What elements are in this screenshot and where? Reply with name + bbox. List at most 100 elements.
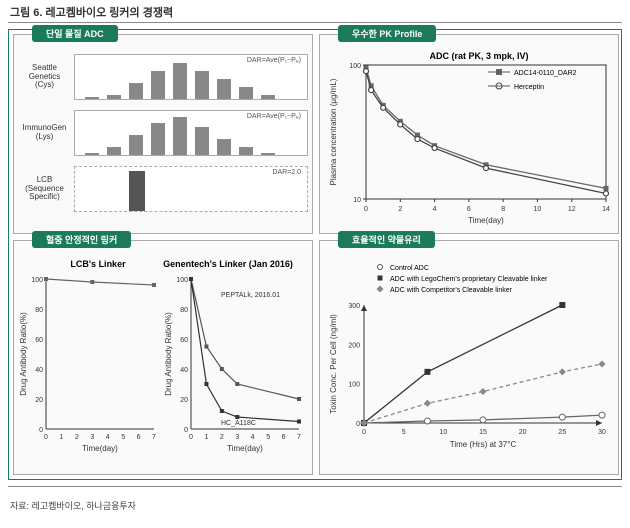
svg-text:0: 0 [39,427,43,434]
svg-text:60: 60 [35,337,43,344]
svg-text:12: 12 [568,206,576,213]
svg-text:Drug Antibody Ratio(%): Drug Antibody Ratio(%) [164,312,173,396]
bar [261,153,275,155]
svg-text:3: 3 [90,434,94,441]
svg-text:Control ADC: Control ADC [390,265,429,272]
bar-row: ImmunoGen(Lys) DAR=Ave(P₁~P₈) [18,107,308,159]
svg-text:LCB's Linker: LCB's Linker [70,259,126,269]
svg-text:Drug Antibody Ratio(%): Drug Antibody Ratio(%) [19,312,28,396]
bar [217,79,231,99]
bar [129,135,143,155]
svg-text:10: 10 [439,429,447,436]
svg-text:Plasma concentration (μg/mL): Plasma concentration (μg/mL) [329,78,338,185]
svg-text:Time(day): Time(day) [227,444,263,453]
bar [129,171,145,211]
svg-text:30: 30 [598,429,606,436]
bar [261,95,275,99]
source-text: 자료: 레고켐바이오, 하나금융투자 [0,493,630,512]
svg-text:100: 100 [349,63,361,70]
svg-text:14: 14 [602,206,610,213]
bar-mini-chart: DAR=Ave(P₁~P₈) [74,110,308,156]
svg-text:0: 0 [184,427,188,434]
dar-label: DAR=2.0 [272,169,301,176]
svg-text:Time (Hrs) at 37°C: Time (Hrs) at 37°C [450,440,517,449]
dar-label: DAR=Ave(P₁~P₈) [247,113,301,120]
svg-text:2: 2 [220,434,224,441]
svg-text:0: 0 [364,206,368,213]
svg-text:HC_A118C: HC_A118C [221,420,256,427]
svg-text:1: 1 [59,434,63,441]
svg-text:300: 300 [348,303,360,310]
svg-text:6: 6 [137,434,141,441]
svg-text:4: 4 [433,206,437,213]
outer-frame: 단일 물질 ADC SeattleGenetics(Cys)DAR=Ave(P₁… [8,29,622,480]
panel-adc-bars: 단일 물질 ADC SeattleGenetics(Cys)DAR=Ave(P₁… [13,34,313,234]
svg-text:Time(day): Time(day) [468,216,504,225]
svg-text:20: 20 [519,429,527,436]
bar [151,123,165,155]
bar [239,87,253,99]
bar [173,117,187,155]
svg-text:Time(day): Time(day) [82,444,118,453]
svg-text:ADC with Competitor's Cleavabl: ADC with Competitor's Cleavable linker [390,287,513,294]
bar-row-label: ImmunoGen(Lys) [18,124,74,142]
dar-label: DAR=Ave(P₁~P₈) [247,57,301,64]
svg-text:100: 100 [348,382,360,389]
svg-text:5: 5 [266,434,270,441]
svg-text:3: 3 [235,434,239,441]
bar [151,71,165,99]
svg-text:80: 80 [180,307,188,314]
panel3-title: 혈중 안정적인 링커 [32,231,131,248]
svg-text:6: 6 [282,434,286,441]
svg-text:4: 4 [251,434,255,441]
svg-text:5: 5 [121,434,125,441]
svg-text:Genentech's Linker (Jan 2016): Genentech's Linker (Jan 2016) [163,259,293,269]
bar [107,95,121,99]
svg-text:0: 0 [356,421,360,428]
svg-text:20: 20 [180,397,188,404]
svg-text:80: 80 [35,307,43,314]
bar [107,147,121,155]
svg-text:Toxin Conc. Per Cell (ng/ml): Toxin Conc. Per Cell (ng/ml) [329,314,338,414]
panel1-title: 단일 물질 ADC [32,25,118,42]
svg-text:ADC with LegoChem's proprietar: ADC with LegoChem's proprietary Cleavabl… [390,276,548,283]
svg-text:100: 100 [176,277,188,284]
svg-text:1: 1 [204,434,208,441]
bar [85,153,99,155]
divider-bottom [8,486,622,487]
bar [173,63,187,99]
svg-text:7: 7 [297,434,301,441]
bar [85,97,99,99]
panel-linker-stability: 혈중 안정적인 링커 LCB's LinkerGenentech's Linke… [13,240,313,475]
svg-text:6: 6 [467,206,471,213]
svg-text:10: 10 [534,206,542,213]
release-chart: Control ADC ADC with LegoChem's proprieta… [324,253,614,463]
panel-pk-profile: 우수한 PK Profile ADC (rat PK, 3 mpk, IV)02… [319,34,619,234]
panel2-title: 우수한 PK Profile [338,25,436,42]
svg-text:8: 8 [501,206,505,213]
figure-caption: 그림 6. 레고켐바이오 링커의 경쟁력 [0,0,630,22]
svg-text:7: 7 [152,434,156,441]
divider [8,22,622,23]
bar [217,139,231,155]
panel4-title: 효율적인 약물유리 [338,231,435,248]
bar [129,83,143,99]
svg-text:60: 60 [180,337,188,344]
svg-text:2: 2 [398,206,402,213]
pk-chart: ADC (rat PK, 3 mpk, IV) 0 2 4 6 8 10 12 14 Time(d… [324,47,614,225]
bar-row: LCB(SequenceSpecific)DAR=2.0 [18,163,308,215]
svg-text:ADC14-0110_DAR2: ADC14-0110_DAR2 [514,70,577,77]
svg-text:0: 0 [362,429,366,436]
svg-text:200: 200 [348,342,360,349]
svg-text:PEPTALk, 2016.01: PEPTALk, 2016.01 [221,292,280,299]
svg-text:10: 10 [353,197,361,204]
svg-text:4: 4 [106,434,110,441]
bar-mini-chart: DAR=2.0 [74,166,308,212]
svg-text:ADC (rat PK, 3 mpk, IV): ADC (rat PK, 3 mpk, IV) [429,51,528,61]
svg-text:Herceptin: Herceptin [514,84,544,91]
svg-text:5: 5 [402,429,406,436]
bar [195,127,209,155]
svg-text:0: 0 [44,434,48,441]
bar [239,147,253,155]
svg-text:15: 15 [479,429,487,436]
